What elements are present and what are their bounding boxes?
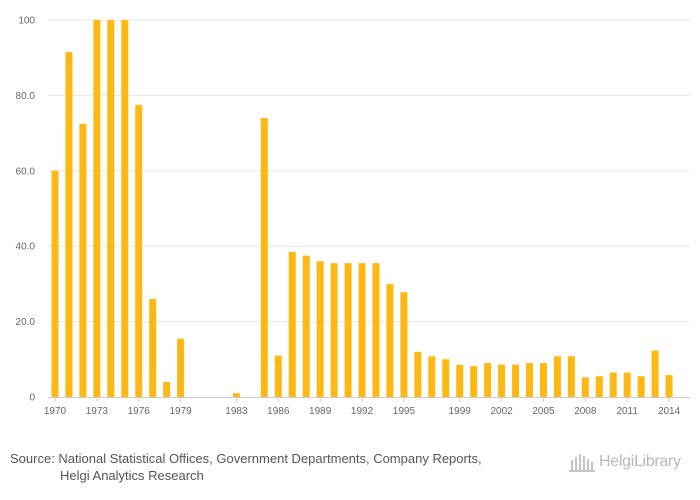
bar bbox=[526, 363, 533, 397]
bar bbox=[372, 263, 380, 397]
bar bbox=[386, 283, 394, 397]
bar bbox=[665, 375, 673, 397]
bar bbox=[107, 20, 115, 397]
bar bbox=[553, 356, 561, 397]
y-tick-label: 100 bbox=[18, 16, 35, 27]
y-tick-label: 20.0 bbox=[16, 317, 36, 328]
x-tick-label: 1992 bbox=[351, 406, 374, 417]
bar bbox=[456, 364, 464, 397]
library-building-icon bbox=[569, 454, 595, 472]
bar bbox=[595, 376, 603, 397]
grid-lines bbox=[48, 19, 690, 323]
bar bbox=[484, 363, 492, 397]
y-tick-label: 0 bbox=[29, 393, 35, 404]
bar bbox=[623, 372, 631, 397]
bar bbox=[51, 170, 59, 397]
bar bbox=[330, 263, 338, 397]
bar bbox=[149, 298, 157, 397]
bar bbox=[121, 20, 129, 397]
bar bbox=[93, 20, 101, 397]
bar bbox=[651, 350, 659, 397]
bar bbox=[400, 292, 408, 397]
helgi-library-logo: HelgiLibrary bbox=[568, 447, 693, 477]
source-line-1: Source: National Statistical Offices, Go… bbox=[10, 451, 482, 466]
x-tick-label: 1983 bbox=[225, 406, 248, 417]
source-note: Source: National Statistical Offices, Go… bbox=[10, 450, 550, 484]
bar bbox=[302, 255, 310, 398]
x-tick-label: 1979 bbox=[169, 406, 192, 417]
y-tick-label: 80.0 bbox=[16, 91, 36, 102]
bar bbox=[177, 338, 185, 397]
bar-chart: 0 20.0 40.0 60.0 80.0 100 1970 1973 1976 1979 198… bbox=[16, 16, 690, 417]
bar bbox=[539, 363, 547, 397]
bar bbox=[470, 366, 478, 397]
x-tick-label: 1989 bbox=[309, 406, 332, 417]
bar bbox=[344, 263, 352, 397]
x-axis-ticks: 1970 1973 1976 1979 1983 1986 1989 1992 1995 1999… bbox=[44, 397, 681, 417]
x-tick-label: 2014 bbox=[658, 406, 681, 417]
bars bbox=[51, 20, 673, 398]
bar bbox=[316, 261, 324, 397]
bar bbox=[637, 376, 645, 397]
x-tick-label: 2002 bbox=[490, 406, 513, 417]
bar bbox=[232, 393, 240, 397]
bar bbox=[79, 123, 87, 398]
bar bbox=[581, 377, 589, 397]
x-tick-label: 1973 bbox=[86, 406, 109, 417]
y-tick-label: 40.0 bbox=[16, 242, 36, 253]
bar bbox=[274, 355, 282, 397]
logo-text: HelgiLibrary bbox=[599, 453, 681, 470]
x-tick-label: 1995 bbox=[393, 406, 416, 417]
source-line-2: Helgi Analytics Research bbox=[60, 468, 204, 483]
bar bbox=[288, 251, 296, 397]
x-tick-label: 2011 bbox=[616, 406, 638, 417]
x-tick-label: 2008 bbox=[574, 406, 597, 417]
bar bbox=[609, 372, 617, 397]
bar bbox=[358, 263, 366, 397]
x-tick-label: 1970 bbox=[44, 406, 67, 417]
x-tick-label: 2005 bbox=[532, 406, 555, 417]
bar bbox=[135, 104, 143, 397]
bar bbox=[414, 351, 422, 397]
bar bbox=[428, 356, 436, 397]
bar bbox=[442, 359, 450, 397]
x-tick-label: 1976 bbox=[128, 406, 151, 417]
bar bbox=[260, 118, 268, 398]
x-tick-label: 1986 bbox=[267, 406, 290, 417]
bar bbox=[567, 356, 575, 397]
y-tick-label: 60.0 bbox=[16, 166, 36, 177]
bar bbox=[512, 364, 520, 397]
bar bbox=[498, 364, 506, 397]
bar bbox=[163, 381, 171, 397]
x-tick-label: 1999 bbox=[449, 406, 472, 417]
bar bbox=[65, 52, 73, 397]
y-axis-ticks: 0 20.0 40.0 60.0 80.0 100 bbox=[16, 16, 36, 404]
